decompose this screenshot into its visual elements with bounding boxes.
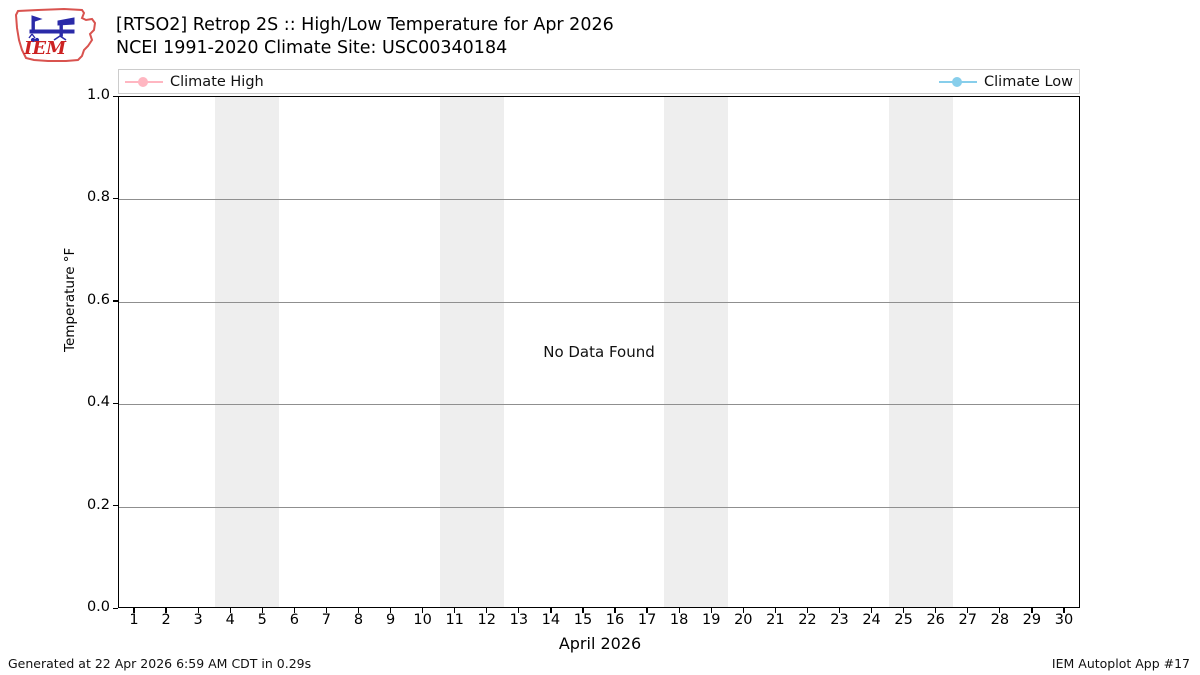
x-tick-label: 23 (830, 612, 849, 628)
x-tick-label: 2 (161, 612, 171, 628)
legend-label-climate-high: Climate High (170, 73, 264, 90)
x-tick-label: 17 (637, 612, 657, 628)
y-tick-mark (113, 95, 118, 97)
x-tick-mark (261, 608, 263, 613)
x-axis-label: April 2026 (558, 634, 642, 653)
anemometer-icon (28, 15, 75, 43)
x-tick-label: 28 (990, 612, 1010, 628)
x-tick-label: 14 (541, 612, 561, 628)
x-tick-mark (550, 608, 552, 613)
x-tick-mark (838, 608, 841, 613)
x-tick-mark (357, 608, 360, 613)
x-tick-mark (678, 608, 680, 613)
gridline (119, 404, 1079, 406)
x-tick-mark (229, 608, 231, 613)
y-tick-label: 0.0 (86, 599, 110, 615)
y-tick-mark (113, 300, 118, 302)
x-tick-mark (935, 608, 937, 613)
legend-item-climate-low: Climate Low (939, 74, 1073, 90)
x-tick-mark (646, 608, 648, 613)
weekend-band (215, 97, 280, 607)
x-tick-mark (421, 608, 424, 613)
x-tick-mark (325, 608, 328, 613)
x-tick-label: 27 (958, 612, 977, 628)
x-tick-label: 25 (894, 612, 913, 628)
x-tick-mark (1031, 608, 1033, 613)
x-tick-label: 16 (605, 612, 625, 628)
y-axis-label: Temperature °F (62, 247, 78, 352)
x-tick-label: 4 (225, 612, 235, 628)
legend-item-climate-high: Climate High (125, 74, 264, 90)
x-tick-mark (486, 608, 488, 613)
y-tick-label: 0.2 (86, 496, 110, 513)
x-tick-label: 6 (289, 612, 299, 628)
x-tick-label: 5 (257, 612, 267, 628)
x-tick-label: 29 (1022, 612, 1042, 628)
chart-plot-area: No Data Found (118, 96, 1080, 608)
x-tick-label: 21 (766, 612, 785, 628)
y-tick-mark (113, 197, 118, 200)
x-tick-mark (806, 608, 809, 613)
legend-swatch-climate-high (125, 75, 163, 89)
x-tick-mark (742, 608, 744, 613)
x-tick-label: 9 (385, 612, 396, 628)
footer-app-label: IEM Autoplot App #17 (1051, 656, 1190, 671)
x-tick-mark (967, 608, 969, 613)
x-tick-mark (454, 608, 456, 613)
y-tick-label: 0.4 (86, 394, 110, 411)
x-tick-label: 19 (701, 612, 721, 628)
x-tick-mark (710, 608, 712, 613)
x-tick-mark (999, 608, 1001, 613)
chart-legend: Climate High Climate Low (118, 69, 1080, 94)
x-tick-mark (614, 608, 616, 613)
x-tick-label: 13 (509, 612, 529, 628)
chart-title-line-2: NCEI 1991-2020 Climate Site: USC00340184 (116, 38, 508, 59)
page-title: [RTSO2] Retrop 2S :: High/Low Temperatur… (116, 14, 614, 60)
y-tick-mark (113, 505, 118, 507)
y-tick-label: 1.0 (86, 87, 110, 103)
legend-label-climate-low: Climate Low (984, 73, 1073, 90)
iowa-outline-icon (14, 7, 97, 62)
x-tick-label: 30 (1054, 612, 1074, 628)
x-tick-label: 18 (669, 612, 689, 628)
x-tick-mark (870, 608, 873, 613)
footer-generated-text: Generated at 22 Apr 2026 6:59 AM CDT in … (8, 656, 312, 671)
x-tick-mark (293, 608, 295, 613)
y-tick-mark (113, 402, 118, 404)
y-tick-mark (113, 607, 118, 609)
weekend-band (664, 97, 729, 607)
x-tick-mark (774, 608, 776, 613)
x-tick-mark (165, 608, 167, 613)
x-tick-label: 8 (353, 612, 364, 628)
x-tick-mark (902, 608, 905, 613)
x-tick-mark (1063, 608, 1065, 613)
x-tick-label: 20 (734, 612, 753, 628)
gridline (119, 301, 1079, 303)
x-tick-label: 10 (413, 612, 432, 628)
x-tick-mark (582, 608, 584, 613)
y-tick-label: 0.6 (86, 291, 110, 308)
x-tick-mark (197, 608, 199, 613)
legend-swatch-climate-low (939, 75, 978, 89)
x-tick-label: 3 (193, 612, 203, 628)
x-tick-label: 26 (926, 612, 945, 628)
iem-logo: IEM (8, 6, 104, 66)
weekend-band (439, 97, 504, 607)
x-tick-label: 7 (321, 612, 332, 628)
iem-logo-text: IEM (23, 38, 67, 59)
x-tick-mark (133, 608, 135, 613)
x-tick-label: 1 (129, 612, 139, 628)
gridline (119, 199, 1079, 201)
x-tick-label: 11 (445, 612, 464, 628)
weekend-band (888, 97, 953, 607)
x-tick-label: 15 (573, 612, 593, 628)
chart-title-line-1: [RTSO2] Retrop 2S :: High/Low Temperatur… (116, 15, 614, 35)
x-tick-label: 24 (862, 612, 881, 628)
x-tick-mark (389, 608, 392, 613)
gridline (119, 506, 1079, 508)
y-tick-label: 0.8 (86, 189, 110, 206)
x-tick-label: 22 (798, 612, 817, 628)
x-tick-label: 12 (477, 612, 496, 628)
x-tick-mark (518, 608, 520, 613)
